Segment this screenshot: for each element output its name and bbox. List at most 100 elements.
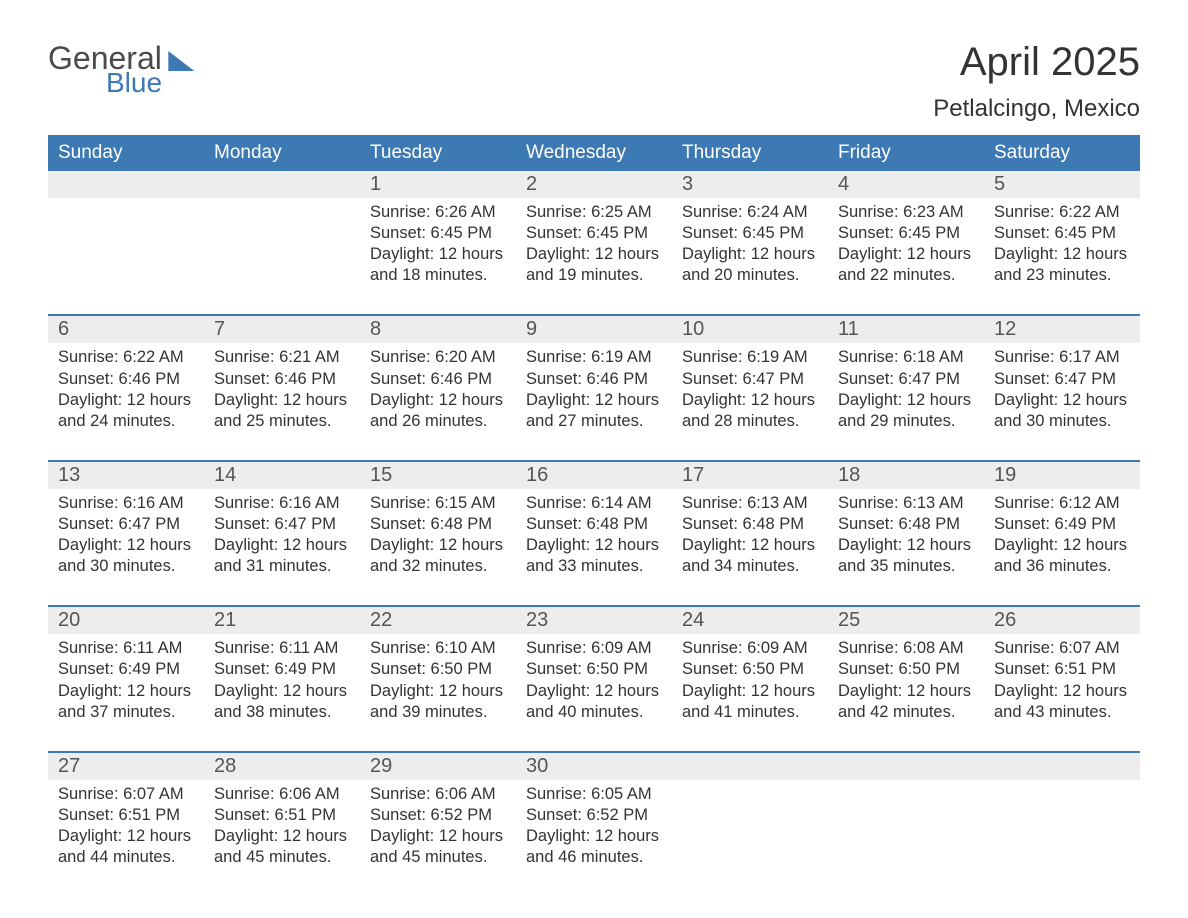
daylight-line1: Daylight: 12 hours <box>994 681 1130 702</box>
daylight-line2: and 32 minutes. <box>370 556 506 577</box>
sunrise: Sunrise: 6:14 AM <box>526 493 662 514</box>
daylight-line2: and 38 minutes. <box>214 702 350 723</box>
page-title: April 2025 <box>933 40 1140 85</box>
day-number: 18 <box>828 462 984 489</box>
sunrise: Sunrise: 6:19 AM <box>682 347 818 368</box>
daylight-line2: and 30 minutes. <box>58 556 194 577</box>
day-number: 7 <box>204 316 360 343</box>
daylight-line1: Daylight: 12 hours <box>838 244 974 265</box>
day-number: 28 <box>204 753 360 780</box>
sunset: Sunset: 6:50 PM <box>526 659 662 680</box>
sunrise: Sunrise: 6:19 AM <box>526 347 662 368</box>
daylight-line1: Daylight: 12 hours <box>682 681 818 702</box>
daylight-line1: Daylight: 12 hours <box>214 826 350 847</box>
daylight-line1: Daylight: 12 hours <box>526 535 662 556</box>
weekday-header: Tuesday <box>360 135 516 171</box>
day-detail: Sunrise: 6:24 AMSunset: 6:45 PMDaylight:… <box>672 198 828 294</box>
daylight-line1: Daylight: 12 hours <box>994 244 1130 265</box>
daylight-line2: and 45 minutes. <box>370 847 506 868</box>
day-detail: Sunrise: 6:17 AMSunset: 6:47 PMDaylight:… <box>984 343 1140 439</box>
day-detail: Sunrise: 6:06 AMSunset: 6:52 PMDaylight:… <box>360 780 516 876</box>
day-detail: Sunrise: 6:13 AMSunset: 6:48 PMDaylight:… <box>672 489 828 585</box>
sunrise: Sunrise: 6:21 AM <box>214 347 350 368</box>
day-number: 27 <box>48 753 204 780</box>
sunrise: Sunrise: 6:11 AM <box>214 638 350 659</box>
day-detail: Sunrise: 6:19 AMSunset: 6:47 PMDaylight:… <box>672 343 828 439</box>
weekday-header: Sunday <box>48 135 204 171</box>
day-detail: Sunrise: 6:07 AMSunset: 6:51 PMDaylight:… <box>984 634 1140 730</box>
daylight-line2: and 45 minutes. <box>214 847 350 868</box>
sunrise: Sunrise: 6:06 AM <box>214 784 350 805</box>
daylight-line1: Daylight: 12 hours <box>58 681 194 702</box>
day-detail: Sunrise: 6:21 AMSunset: 6:46 PMDaylight:… <box>204 343 360 439</box>
weekday-header: Friday <box>828 135 984 171</box>
day-number: 15 <box>360 462 516 489</box>
sunset: Sunset: 6:46 PM <box>214 369 350 390</box>
day-detail: Sunrise: 6:09 AMSunset: 6:50 PMDaylight:… <box>672 634 828 730</box>
sunset: Sunset: 6:46 PM <box>526 369 662 390</box>
daylight-line1: Daylight: 12 hours <box>526 390 662 411</box>
day-number: 11 <box>828 316 984 343</box>
daylight-line1: Daylight: 12 hours <box>370 826 506 847</box>
sunrise: Sunrise: 6:16 AM <box>214 493 350 514</box>
day-number <box>672 753 828 780</box>
sunrise: Sunrise: 6:08 AM <box>838 638 974 659</box>
day-number: 21 <box>204 607 360 634</box>
day-number: 24 <box>672 607 828 634</box>
sunrise: Sunrise: 6:07 AM <box>994 638 1130 659</box>
day-number: 8 <box>360 316 516 343</box>
logo-text: General Blue <box>48 40 194 99</box>
sunset: Sunset: 6:51 PM <box>994 659 1130 680</box>
daylight-line1: Daylight: 12 hours <box>58 535 194 556</box>
day-detail: Sunrise: 6:23 AMSunset: 6:45 PMDaylight:… <box>828 198 984 294</box>
daylight-line1: Daylight: 12 hours <box>214 681 350 702</box>
day-number: 10 <box>672 316 828 343</box>
sunset: Sunset: 6:47 PM <box>994 369 1130 390</box>
weekday-header: Saturday <box>984 135 1140 171</box>
sunset: Sunset: 6:50 PM <box>370 659 506 680</box>
weekday-header: Wednesday <box>516 135 672 171</box>
sunset: Sunset: 6:49 PM <box>994 514 1130 535</box>
day-number: 23 <box>516 607 672 634</box>
sunrise: Sunrise: 6:15 AM <box>370 493 506 514</box>
page-subtitle: Petlalcingo, Mexico <box>933 95 1140 123</box>
sunrise: Sunrise: 6:10 AM <box>370 638 506 659</box>
detail-row: Sunrise: 6:11 AMSunset: 6:49 PMDaylight:… <box>48 634 1140 730</box>
day-detail: Sunrise: 6:26 AMSunset: 6:45 PMDaylight:… <box>360 198 516 294</box>
week-block: 13141516171819Sunrise: 6:16 AMSunset: 6:… <box>48 460 1140 585</box>
daylight-line1: Daylight: 12 hours <box>994 390 1130 411</box>
daylight-line2: and 22 minutes. <box>838 265 974 286</box>
daylight-line2: and 40 minutes. <box>526 702 662 723</box>
sunrise: Sunrise: 6:22 AM <box>58 347 194 368</box>
sunset: Sunset: 6:45 PM <box>370 223 506 244</box>
sunset: Sunset: 6:48 PM <box>370 514 506 535</box>
sunset: Sunset: 6:45 PM <box>682 223 818 244</box>
sunrise: Sunrise: 6:11 AM <box>58 638 194 659</box>
sunrise: Sunrise: 6:20 AM <box>370 347 506 368</box>
weekday-header: Monday <box>204 135 360 171</box>
daylight-line2: and 20 minutes. <box>682 265 818 286</box>
daylight-line1: Daylight: 12 hours <box>526 681 662 702</box>
daylight-line2: and 34 minutes. <box>682 556 818 577</box>
day-detail: Sunrise: 6:14 AMSunset: 6:48 PMDaylight:… <box>516 489 672 585</box>
day-number: 17 <box>672 462 828 489</box>
daylight-line2: and 25 minutes. <box>214 411 350 432</box>
daylight-line2: and 26 minutes. <box>370 411 506 432</box>
sunrise: Sunrise: 6:07 AM <box>58 784 194 805</box>
sunrise: Sunrise: 6:17 AM <box>994 347 1130 368</box>
day-number <box>48 171 204 198</box>
day-number: 29 <box>360 753 516 780</box>
daylight-line1: Daylight: 12 hours <box>526 826 662 847</box>
daylight-line2: and 19 minutes. <box>526 265 662 286</box>
day-detail: Sunrise: 6:07 AMSunset: 6:51 PMDaylight:… <box>48 780 204 876</box>
daylight-line1: Daylight: 12 hours <box>838 535 974 556</box>
week-block: 6789101112Sunrise: 6:22 AMSunset: 6:46 P… <box>48 314 1140 439</box>
day-detail: Sunrise: 6:06 AMSunset: 6:51 PMDaylight:… <box>204 780 360 876</box>
daylight-line1: Daylight: 12 hours <box>526 244 662 265</box>
day-number: 30 <box>516 753 672 780</box>
week-block: 12345Sunrise: 6:26 AMSunset: 6:45 PMDayl… <box>48 171 1140 294</box>
sunrise: Sunrise: 6:13 AM <box>682 493 818 514</box>
daylight-line2: and 39 minutes. <box>370 702 506 723</box>
day-number <box>984 753 1140 780</box>
page-header: General Blue April 2025 Petlalcingo, Mex… <box>48 40 1140 123</box>
